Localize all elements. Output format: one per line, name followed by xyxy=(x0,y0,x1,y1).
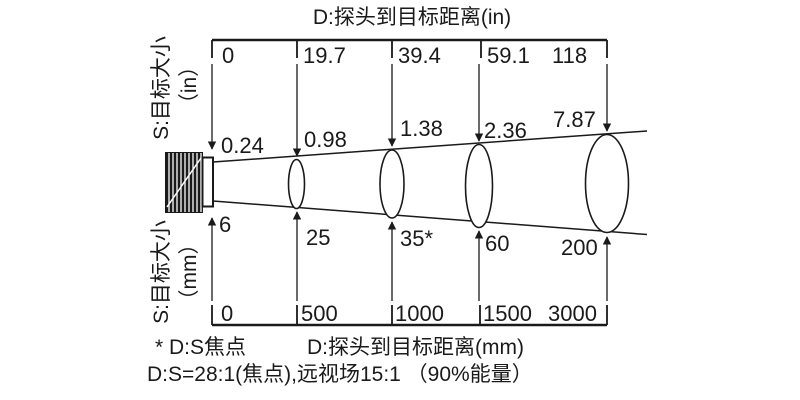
spot-size-in-label: 7.87 xyxy=(553,107,596,132)
bottom-tick-label: 0 xyxy=(221,301,233,326)
footnote-ratio: D:S=28:1(焦点),远视场15:1 （90%能量） xyxy=(147,363,533,386)
spot-size-in-label: 0.98 xyxy=(304,127,347,152)
top-tick-label: 0 xyxy=(222,43,234,68)
top-tick-label: 118 xyxy=(552,43,587,68)
probe-thread-grooves xyxy=(168,153,202,212)
bottom-axis-title: D:探头到目标距离(mm) xyxy=(307,336,524,359)
beam-spot-ellipse xyxy=(379,149,405,219)
left-axis-unit-in: （in） xyxy=(178,56,201,114)
spot-size-mm-label: 25 xyxy=(306,225,330,250)
sensor-probe xyxy=(165,152,214,213)
left-axis-unit-mm: （mm） xyxy=(178,234,201,311)
bottom-tick-label: 1000 xyxy=(395,301,444,326)
top-tick-label: 59.1 xyxy=(487,43,530,68)
bottom-ruler-ticks xyxy=(211,305,608,325)
footnote-focus: * D:S焦点 xyxy=(155,336,246,359)
beam-spot-ellipse xyxy=(584,133,630,234)
bottom-tick-label: 3000 xyxy=(548,301,597,326)
spot-size-mm-label: 6 xyxy=(219,212,231,237)
left-axis-label-mm: S:目标大小 xyxy=(150,220,173,324)
spot-size-in-label: 0.24 xyxy=(221,133,264,158)
probe-highlight xyxy=(166,157,202,208)
spot-size-mm-label: 35* xyxy=(400,226,433,251)
spot-size-mm-label: 60 xyxy=(485,231,509,256)
top-ruler-ticks xyxy=(211,40,608,58)
top-tick-label: 19.7 xyxy=(303,43,346,68)
left-axis-label-in: S:目标大小 xyxy=(150,36,173,140)
beam-edge-bottom xyxy=(212,200,648,236)
top-axis-title: D:探头到目标距离(in) xyxy=(313,6,511,29)
spot-size-mm-label: 200 xyxy=(561,235,598,260)
beam-edge-top xyxy=(212,130,648,163)
bottom-tick-label: 1500 xyxy=(483,301,532,326)
bottom-tick-label: 500 xyxy=(301,301,338,326)
spot-size-in-label: 2.36 xyxy=(484,118,527,143)
probe-flange xyxy=(201,156,214,208)
beam-spot-ellipse xyxy=(287,158,306,210)
spot-size-in-label: 1.38 xyxy=(400,116,443,141)
top-tick-label: 39.4 xyxy=(398,43,441,68)
beam-spot-ellipse xyxy=(464,143,494,229)
